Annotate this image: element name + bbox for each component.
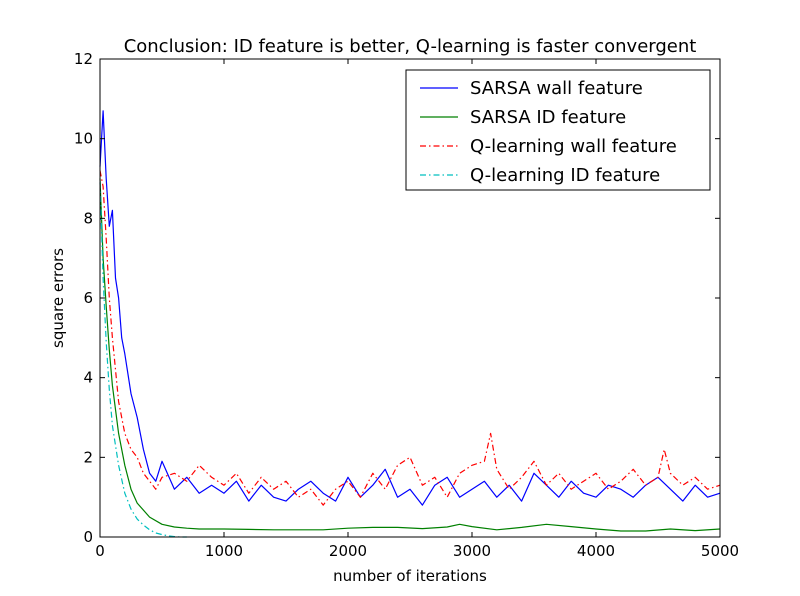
- series-line-2: [99, 178, 721, 532]
- chart-title: Conclusion: ID feature is better, Q-lear…: [124, 36, 697, 57]
- y-tick-label: 10: [74, 130, 93, 148]
- legend-label-1: SARSA wall feature: [470, 78, 643, 99]
- series-line-4: [99, 182, 187, 538]
- y-tick-label: 8: [83, 209, 93, 227]
- legend-label-4: Q-learning ID feature: [470, 165, 660, 186]
- x-tick-label: 2000: [329, 542, 367, 560]
- legend: SARSA wall feature SARSA ID feature Q-lear…: [405, 69, 711, 191]
- y-tick-label: 2: [83, 448, 93, 466]
- x-tick-label: 0: [95, 542, 105, 560]
- tick-layer: 0 1000 2000 3000 4000 5000 0 2 4 6 8 10 12: [74, 50, 739, 560]
- y-tick-label: 12: [74, 50, 93, 68]
- y-axis-label: square errors: [49, 248, 67, 348]
- y-tick-label: 0: [83, 528, 93, 546]
- series-layer: [99, 110, 721, 538]
- x-axis-label: number of iterations: [333, 567, 487, 585]
- series-line-3: [99, 170, 721, 506]
- x-tick-label: 1000: [205, 542, 243, 560]
- x-tick-label: 4000: [577, 542, 615, 560]
- legend-box: [405, 69, 711, 191]
- x-tick-label: 3000: [453, 542, 491, 560]
- legend-label-2: SARSA ID feature: [470, 107, 626, 128]
- series-line-1: [99, 110, 721, 506]
- y-tick-label: 4: [83, 369, 93, 387]
- legend-label-3: Q-learning wall feature: [470, 136, 677, 157]
- y-tick-label: 6: [83, 289, 93, 307]
- x-tick-label: 5000: [701, 542, 739, 560]
